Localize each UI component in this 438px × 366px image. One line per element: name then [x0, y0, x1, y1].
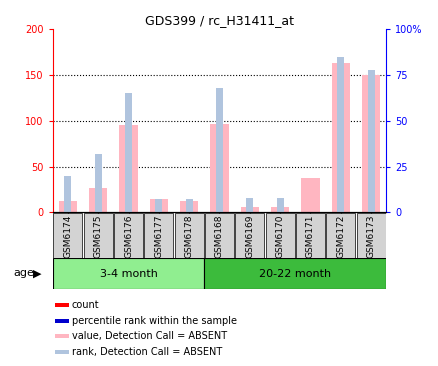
Bar — [149, 198, 168, 212]
FancyBboxPatch shape — [174, 213, 203, 258]
Text: GSM6177: GSM6177 — [154, 214, 163, 258]
FancyBboxPatch shape — [144, 213, 173, 258]
Bar — [89, 188, 107, 212]
Bar — [331, 63, 349, 212]
Text: ▶: ▶ — [33, 268, 42, 279]
Bar — [155, 199, 162, 212]
Text: count: count — [71, 300, 99, 310]
Bar — [215, 88, 223, 212]
Bar — [55, 350, 69, 354]
Text: GSM6173: GSM6173 — [366, 214, 375, 258]
Bar — [55, 303, 69, 307]
FancyBboxPatch shape — [205, 213, 233, 258]
Bar — [59, 201, 77, 212]
Bar — [301, 178, 319, 212]
Bar — [361, 75, 379, 212]
Bar — [94, 154, 102, 212]
Text: rank, Detection Call = ABSENT: rank, Detection Call = ABSENT — [71, 347, 222, 357]
Bar — [185, 199, 192, 212]
FancyBboxPatch shape — [325, 213, 355, 258]
Bar — [210, 124, 228, 212]
Bar — [240, 207, 258, 212]
Bar — [64, 176, 71, 212]
FancyBboxPatch shape — [265, 213, 294, 258]
Text: value, Detection Call = ABSENT: value, Detection Call = ABSENT — [71, 331, 226, 341]
Text: GSM6169: GSM6169 — [245, 214, 254, 258]
Bar — [367, 70, 374, 212]
Bar — [119, 125, 137, 212]
Text: GSM6176: GSM6176 — [124, 214, 133, 258]
Text: GSM6171: GSM6171 — [305, 214, 314, 258]
Text: GSM6178: GSM6178 — [184, 214, 193, 258]
Title: GDS399 / rc_H31411_at: GDS399 / rc_H31411_at — [145, 14, 293, 27]
Bar — [246, 198, 253, 212]
Bar — [204, 258, 385, 289]
FancyBboxPatch shape — [114, 213, 143, 258]
Bar — [55, 318, 69, 323]
Text: GSM6174: GSM6174 — [63, 214, 72, 258]
Text: 20-22 month: 20-22 month — [259, 269, 331, 279]
FancyBboxPatch shape — [295, 213, 324, 258]
Bar — [53, 258, 204, 289]
FancyBboxPatch shape — [235, 213, 264, 258]
FancyBboxPatch shape — [356, 213, 385, 258]
Bar — [270, 207, 289, 212]
Text: GSM6175: GSM6175 — [93, 214, 102, 258]
Bar — [124, 93, 132, 212]
Bar — [180, 201, 198, 212]
Text: percentile rank within the sample: percentile rank within the sample — [71, 315, 236, 326]
Bar — [55, 334, 69, 338]
FancyBboxPatch shape — [53, 213, 82, 258]
Text: GSM6172: GSM6172 — [336, 214, 345, 258]
Text: GSM6168: GSM6168 — [215, 214, 223, 258]
Bar — [276, 198, 283, 212]
FancyBboxPatch shape — [83, 213, 113, 258]
Text: age: age — [13, 268, 34, 279]
Text: 3-4 month: 3-4 month — [99, 269, 157, 279]
Bar — [336, 57, 344, 212]
Text: GSM6170: GSM6170 — [275, 214, 284, 258]
